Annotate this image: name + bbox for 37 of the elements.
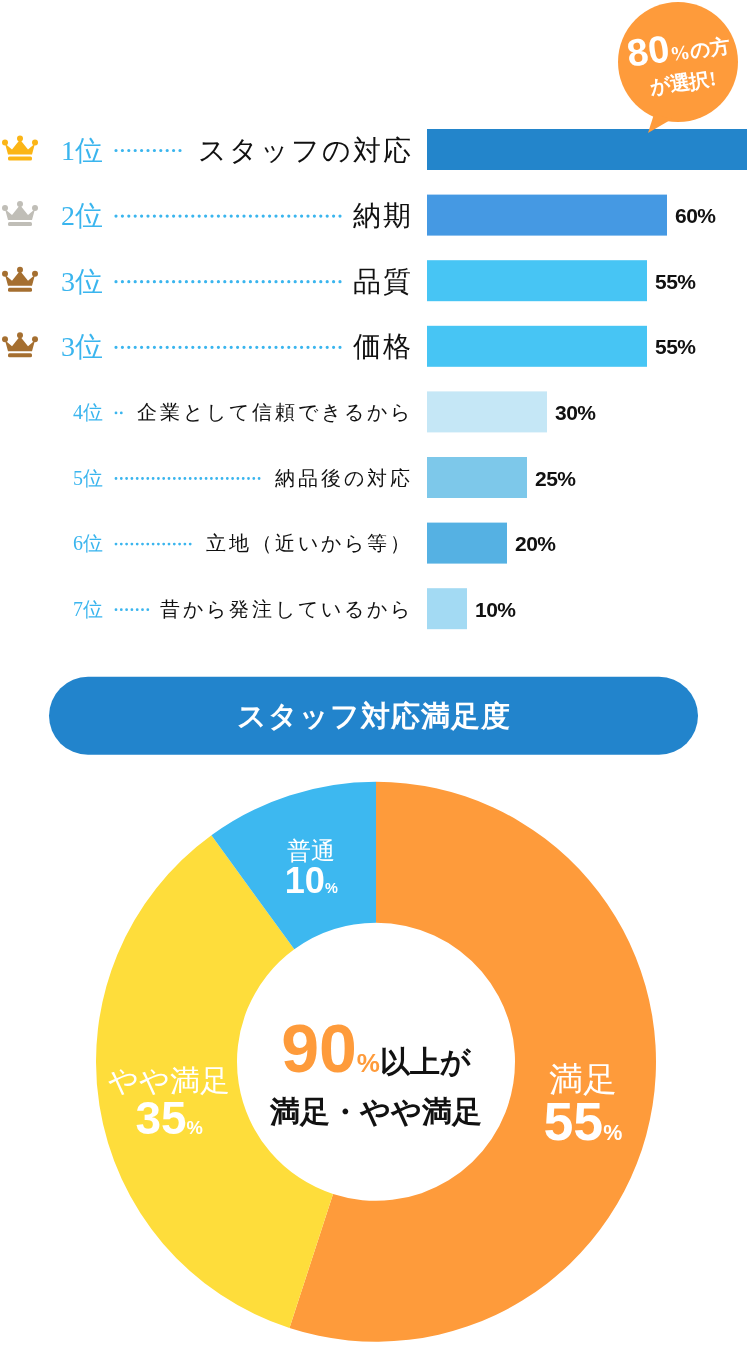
y-tick-label: 納品後の対応 — [275, 466, 413, 489]
text: 3位 — [61, 331, 103, 363]
slice-label: やや満足 — [108, 1064, 231, 1097]
chart-title: スタッフ対応満足度 — [236, 699, 511, 732]
text: 1位 — [61, 134, 103, 166]
y-tick-label: 昔から発注しているから — [160, 597, 413, 620]
bar — [427, 325, 647, 367]
data-label: 25% — [535, 466, 577, 490]
data-label: 30% — [555, 400, 597, 424]
bar — [427, 194, 667, 236]
text: 6位 — [73, 532, 103, 555]
text: 4位 — [73, 401, 103, 424]
bar — [427, 522, 507, 564]
bar — [427, 260, 647, 302]
data-label: 60% — [675, 204, 717, 228]
data-label: 20% — [515, 532, 557, 556]
text: 2位 — [61, 200, 103, 232]
bar — [427, 391, 547, 433]
text: 3位 — [61, 265, 103, 297]
text: 満足・やや満足 — [269, 1094, 482, 1128]
bar — [427, 457, 527, 498]
text: 5位 — [73, 466, 103, 489]
text: 7位 — [73, 597, 103, 620]
y-tick-label: 品質 — [353, 265, 413, 297]
annotation: 80%の方が選択! — [624, 27, 731, 99]
y-tick-label: 立地（近いから等） — [206, 532, 413, 555]
data-label: 55% — [655, 269, 697, 293]
y-tick-label: スタッフの対応 — [198, 134, 413, 166]
data-label: 10% — [475, 597, 517, 621]
bar — [427, 588, 467, 630]
donut-slice — [211, 781, 376, 950]
y-tick-label: 納期 — [353, 200, 413, 232]
y-tick-label: 価格 — [353, 331, 413, 363]
text: 90%以上が — [281, 1009, 472, 1086]
y-tick-label: 企業として信頼できるから — [137, 400, 413, 423]
bar — [427, 129, 747, 170]
data-label: 55% — [655, 335, 697, 359]
